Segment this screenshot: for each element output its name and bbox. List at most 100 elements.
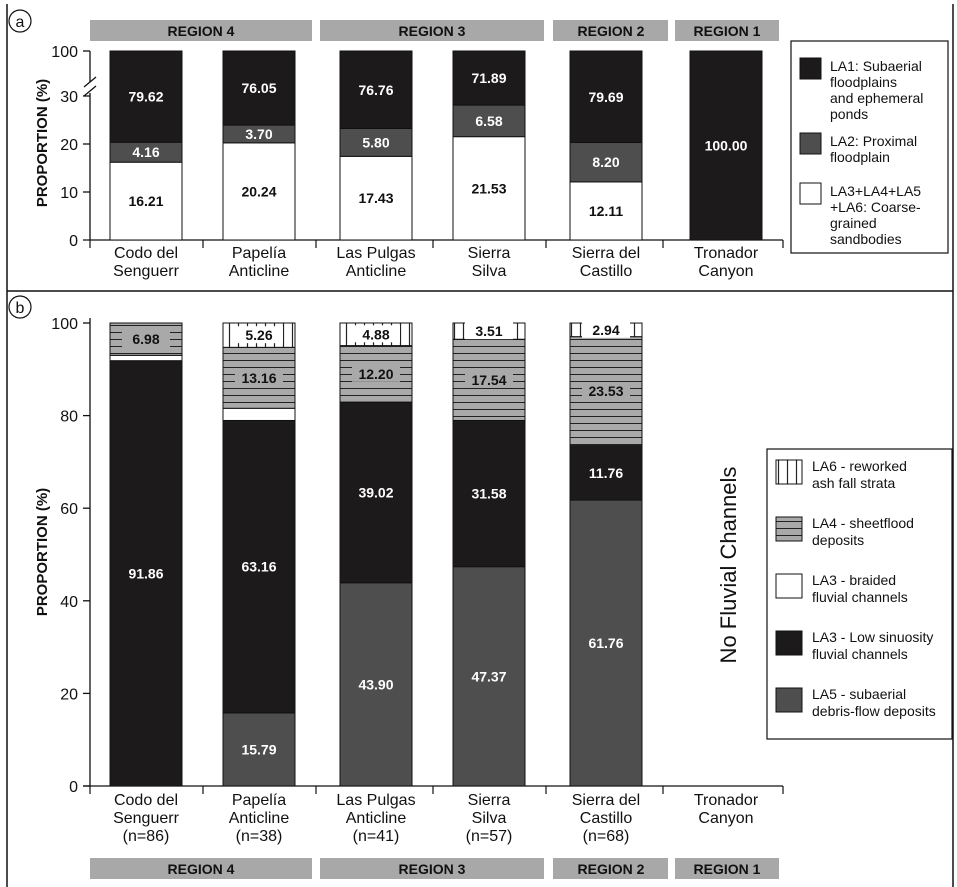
category-label-b-3: Sierra Silva (n=57) bbox=[466, 792, 513, 845]
category-label-a-1: Papelía Anticline bbox=[229, 245, 290, 280]
bar-stack-b-4: 61.76 11.76 23.53 2.94 bbox=[569, 320, 643, 787]
bar-b-2-seg-1 bbox=[339, 401, 413, 584]
legend-label-a-2: LA3+LA4+LA5 +LA6: Coarse-grained sandbodie… bbox=[830, 183, 921, 247]
bar-b-4-seg-0 bbox=[569, 499, 643, 787]
bar-stack-b-1: 15.79 63.16 13.16 5.26 bbox=[222, 322, 296, 787]
value-label-a-2-0: 17.43 bbox=[358, 190, 393, 206]
value-label-a-3-1: 6.58 bbox=[475, 113, 502, 129]
y-tick-a-30: 30 bbox=[60, 89, 78, 106]
category-label-a-4: Sierra del Castillo bbox=[572, 245, 640, 280]
category-label-a-3: Sierra Silva bbox=[468, 245, 511, 280]
value-label-b-1-1: 63.16 bbox=[241, 559, 276, 575]
region-4-a: REGION 4 bbox=[168, 23, 235, 39]
y-tick-b-80: 80 bbox=[60, 409, 78, 426]
legend-swatch-a-2 bbox=[799, 182, 822, 205]
legend-label-b-0: LA6 - reworked ash fall strata bbox=[812, 458, 907, 491]
value-label-b-0-3: 6.98 bbox=[132, 331, 159, 347]
value-label-b-1-0: 15.79 bbox=[241, 741, 276, 757]
y-tick-a-10: 10 bbox=[60, 185, 78, 202]
bar-b-4-seg-1 bbox=[569, 445, 643, 501]
y-axis-label-a: PROPORTION (%) bbox=[34, 79, 51, 207]
bar-a-4-seg-1 bbox=[569, 142, 643, 183]
panel-a-label: a bbox=[8, 9, 32, 33]
y-tick-b-40: 40 bbox=[60, 594, 78, 611]
svg-text:b: b bbox=[16, 300, 25, 317]
value-label-b-2-0: 43.90 bbox=[358, 676, 393, 692]
value-label-bg-b-4-4 bbox=[582, 320, 630, 338]
category-labels-b: Codo del Senguerr (n=86) Papelía Anticline (n… bbox=[89, 786, 784, 845]
no-fluvial-channels-annotation: No Fluvial Channels bbox=[716, 467, 741, 664]
value-label-b-3-1: 31.58 bbox=[471, 486, 506, 502]
region-3-a: REGION 3 bbox=[399, 23, 466, 39]
value-label-bg-b-0-3 bbox=[122, 330, 170, 348]
value-label-a-4-0: 12.11 bbox=[589, 203, 623, 219]
y-tick-a-0: 0 bbox=[69, 233, 78, 250]
category-label-a-0: Codo del Senguerr bbox=[113, 245, 179, 280]
bar-a-5-seg-2 bbox=[689, 50, 763, 241]
bar-stack-b-2: 43.90 39.02 12.20 4.88 bbox=[339, 322, 413, 787]
value-label-bg-b-1-3 bbox=[235, 368, 283, 386]
legend-swatch-b-1 bbox=[775, 516, 803, 542]
value-label-b-3-4: 3.51 bbox=[475, 323, 502, 339]
legend-swatch-b-4 bbox=[775, 687, 803, 713]
bar-b-1-seg-0 bbox=[222, 712, 296, 787]
bar-a-3-seg-1 bbox=[452, 104, 526, 138]
value-label-a-1-1: 3.70 bbox=[245, 126, 272, 142]
value-label-a-2-2: 76.76 bbox=[358, 82, 393, 98]
value-label-bg-b-3-4 bbox=[465, 322, 513, 340]
category-label-b-2: Las Pulgas Anticline (n=41) bbox=[336, 792, 415, 845]
value-label-b-2-3: 12.20 bbox=[358, 366, 393, 382]
value-label-b-1-4: 5.26 bbox=[245, 327, 272, 343]
y-axis-b: 0 20 40 60 80 100 PROPORTION (%) bbox=[34, 316, 783, 796]
bar-b-0-seg-2 bbox=[109, 354, 183, 362]
bar-a-3-seg-0 bbox=[452, 136, 526, 241]
bar-stack-b-0: 91.86 6.98 bbox=[109, 322, 183, 787]
value-label-b-4-4: 2.94 bbox=[592, 322, 619, 338]
bar-a-1-seg-0 bbox=[222, 142, 296, 241]
value-label-b-0-1: 91.86 bbox=[128, 565, 163, 581]
category-label-a-2: Las Pulgas Anticline bbox=[336, 245, 415, 280]
bar-b-1-seg-2 bbox=[222, 407, 296, 421]
bar-a-2-seg-2 bbox=[339, 50, 413, 129]
y-tick-b-100: 100 bbox=[51, 316, 78, 333]
legend-label-b-4: LA5 - subaerial debris-flow deposits bbox=[812, 686, 936, 719]
value-label-b-4-0: 61.76 bbox=[588, 635, 623, 651]
bar-a-3-seg-2 bbox=[452, 50, 526, 106]
panel-b-label: b bbox=[8, 295, 32, 319]
bar-a-0-seg-2 bbox=[109, 50, 183, 143]
bar-stack-a-0: 16.21 4.16 79.62 bbox=[109, 50, 183, 241]
bar-a-0-seg-0 bbox=[109, 161, 183, 241]
value-label-a-0-2: 79.62 bbox=[128, 89, 163, 105]
value-label-b-4-3: 23.53 bbox=[588, 383, 623, 399]
value-label-a-0-1: 4.16 bbox=[132, 144, 159, 160]
bar-b-0-seg-1 bbox=[109, 360, 183, 787]
region-3-b: REGION 3 bbox=[399, 861, 466, 877]
bar-stack-a-1: 20.24 3.70 76.05 bbox=[222, 50, 296, 241]
chart-a: REGION 4 REGION 3 REGION 2 REGION 1 100 … bbox=[34, 20, 949, 280]
legend-label-a-1: LA2: Proximal floodplain bbox=[830, 133, 917, 165]
value-label-a-4-1: 8.20 bbox=[592, 154, 619, 170]
value-label-bg-b-1-4 bbox=[235, 326, 283, 344]
y-tick-b-60: 60 bbox=[60, 501, 78, 518]
legend-swatch-a-0 bbox=[799, 57, 822, 80]
value-label-b-4-1: 11.76 bbox=[589, 465, 623, 481]
value-label-a-3-0: 21.53 bbox=[471, 180, 506, 196]
legend-label-b-2: LA3 - braided fluvial channels bbox=[812, 572, 908, 605]
value-label-a-0-0: 16.21 bbox=[128, 193, 163, 209]
value-label-b-3-0: 47.37 bbox=[471, 668, 506, 684]
value-label-a-5-2: 100.00 bbox=[705, 138, 748, 154]
y-tick-b-0: 0 bbox=[69, 779, 78, 796]
value-label-a-4-2: 79.69 bbox=[588, 89, 623, 105]
bar-stack-a-5: 100.00 bbox=[689, 50, 763, 241]
value-label-bg-b-4-3 bbox=[582, 382, 630, 400]
region-bars-b: REGION 4 REGION 3 REGION 2 REGION 1 bbox=[90, 858, 779, 879]
category-label-b-1: Papelía Anticline (n=38) bbox=[229, 792, 290, 845]
legend-label-b-1: LA4 - sheetflood deposits bbox=[812, 515, 914, 548]
category-labels-a: Codo del Senguerr Papelía Anticline Las Pulg… bbox=[89, 240, 784, 280]
region-2-b: REGION 2 bbox=[578, 861, 645, 877]
legend-swatch-a-1 bbox=[799, 132, 822, 155]
y-axis-label-b: PROPORTION (%) bbox=[34, 488, 51, 616]
y-tick-b-20: 20 bbox=[60, 686, 78, 703]
value-label-a-3-2: 71.89 bbox=[471, 70, 506, 86]
